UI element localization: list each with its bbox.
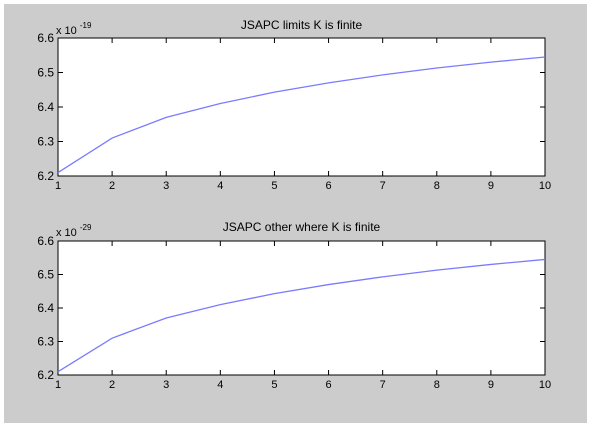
plot-area xyxy=(57,37,546,177)
x-tick-label: 2 xyxy=(109,379,115,391)
y-tick-label: 6.5 xyxy=(37,66,54,80)
x-tick-label: 4 xyxy=(217,180,223,192)
x-tick-label: 9 xyxy=(488,379,494,391)
x-tick-label: 10 xyxy=(539,379,551,391)
y-tick-label: 6.2 xyxy=(37,368,54,382)
y-tick-label: 6.2 xyxy=(37,169,54,183)
x-tick-label: 8 xyxy=(434,180,440,192)
x-tick-label: 7 xyxy=(380,379,386,391)
subplot-top: 1 2 3 4 5 6 7 8 9 10 6.2 6.3 6.4 6.5 6.6 JSAPC limits … xyxy=(37,18,551,192)
x-tick-label: 10 xyxy=(539,180,551,192)
x-tick-label: 7 xyxy=(380,180,386,192)
y-tick-label: 6.3 xyxy=(37,335,54,349)
x-tick-label: 4 xyxy=(217,379,223,391)
series-line xyxy=(57,56,546,174)
x-tick-label: 8 xyxy=(434,379,440,391)
x-tick-label: 9 xyxy=(488,180,494,192)
x-tick-label: 6 xyxy=(325,379,331,391)
y-exponent-label: x 10 -29 xyxy=(56,223,92,239)
x-tick-label: 2 xyxy=(109,180,115,192)
y-tick-label: 6.6 xyxy=(37,31,54,45)
y-exponent-base: x 10 xyxy=(56,25,77,37)
chart-title: JSAPC limits K is finite xyxy=(241,18,363,32)
subplot-bottom: 1 2 3 4 5 6 7 8 9 10 6.2 6.3 6.4 6.5 6.6 JSAPC other w… xyxy=(37,220,551,391)
x-tick-label: 1 xyxy=(55,379,61,391)
y-tick-label: 6.3 xyxy=(37,135,54,149)
series-line xyxy=(57,258,546,373)
plot-marks: 1 2 3 4 5 6 7 8 9 10 6.2 6.3 6.4 6.5 6.6 xyxy=(37,234,551,391)
x-tick-label: 5 xyxy=(271,180,277,192)
x-tick-label: 5 xyxy=(271,379,277,391)
y-tick-label: 6.5 xyxy=(37,268,54,282)
y-exponent-label: x 10 -19 xyxy=(56,21,92,37)
x-tick-label: 3 xyxy=(163,379,169,391)
y-exponent-power: -29 xyxy=(80,223,92,232)
plot-area xyxy=(57,240,546,376)
y-tick-label: 6.4 xyxy=(37,100,54,114)
x-tick-label: 1 xyxy=(55,180,61,192)
plot-marks: 1 2 3 4 5 6 7 8 9 10 6.2 6.3 6.4 6.5 6.6 xyxy=(37,31,551,192)
chart-title: JSAPC other where K is finite xyxy=(223,220,381,234)
x-tick-label: 6 xyxy=(325,180,331,192)
y-tick-label: 6.4 xyxy=(37,301,54,315)
y-exponent-power: -19 xyxy=(80,21,92,30)
y-exponent-base: x 10 xyxy=(56,227,77,239)
x-tick-label: 3 xyxy=(163,180,169,192)
y-tick-label: 6.6 xyxy=(37,234,54,248)
